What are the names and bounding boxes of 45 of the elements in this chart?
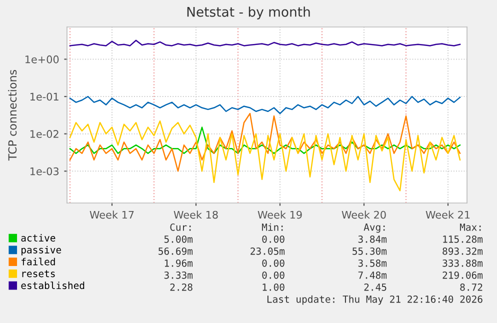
- text: 0.00: [262, 235, 284, 243]
- legend-label: passive: [22, 246, 62, 256]
- text: 0.00: [262, 271, 284, 279]
- text: 2.28: [170, 283, 192, 291]
- text: 3.84m: [358, 235, 387, 243]
- line-series: [69, 96, 461, 114]
- x-tick-label: Week 20: [342, 210, 386, 219]
- x-tick-label: Week 17: [90, 210, 134, 219]
- y-tick-label: 1e-03: [30, 167, 59, 176]
- text: 55.30m: [352, 247, 387, 255]
- text: 3.58m: [358, 259, 387, 267]
- text: 115.28m: [443, 235, 483, 243]
- legend-label: failed: [22, 258, 55, 266]
- text: 2.45: [364, 283, 386, 291]
- text: Avg:: [364, 224, 385, 233]
- y-tick-label: 1e-01: [30, 92, 58, 101]
- text: Min:: [262, 223, 283, 231]
- text: 1.96m: [164, 259, 193, 267]
- y-tick-label: 1e+00: [25, 55, 59, 64]
- y-tick-label: 1e-02: [30, 130, 58, 138]
- text: 7.48m: [358, 271, 387, 279]
- text: 893.32m: [442, 247, 483, 255]
- text: 1.00: [262, 283, 284, 291]
- x-tick-label: Week 19: [258, 210, 302, 219]
- text: 219.06m: [442, 271, 483, 279]
- text: 5.00m: [164, 235, 193, 243]
- text: Last update: Thu May 21 22:16:40 2026: [267, 295, 482, 305]
- text: 8.72: [460, 283, 482, 291]
- text: Cur:: [170, 223, 191, 231]
- text: 0.00: [262, 259, 284, 267]
- text: 3.33m: [164, 271, 193, 279]
- line-series: [69, 120, 461, 192]
- legend-label: resets: [22, 270, 55, 278]
- x-tick-label: Week 18: [174, 210, 218, 219]
- x-tick-label: Week 21: [426, 210, 470, 219]
- chart-title: Netstat - by month: [187, 6, 310, 20]
- y-axis-title: TCP connections: [8, 70, 17, 161]
- text: Max:: [460, 224, 481, 231]
- line-series: [69, 112, 461, 172]
- line-series: [69, 126, 461, 154]
- text: 23.05m: [250, 247, 285, 255]
- legend-label: established: [21, 282, 84, 290]
- text: 333.88m: [442, 259, 483, 267]
- text: 56.69m: [158, 247, 193, 255]
- legend-label: active: [21, 234, 56, 242]
